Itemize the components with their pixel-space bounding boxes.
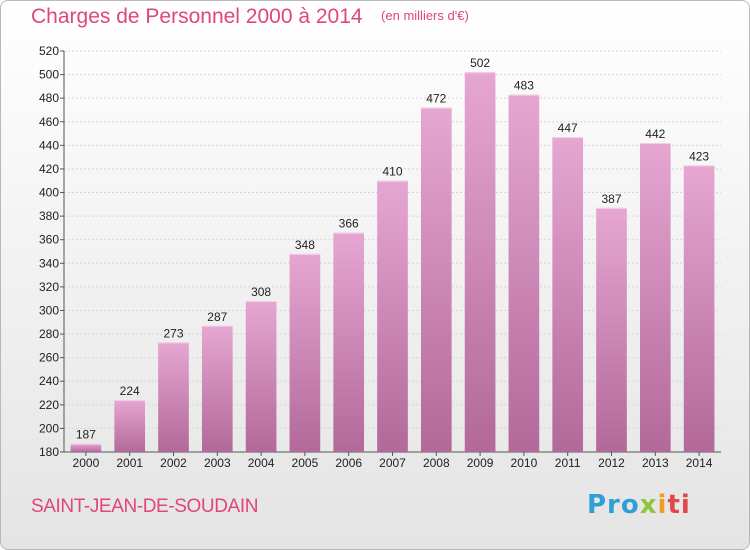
y-tick-label: 180 — [39, 445, 59, 459]
data-label-2013: 442 — [645, 127, 665, 141]
data-label-2012: 387 — [601, 192, 621, 206]
x-tick-label-2000: 2000 — [73, 456, 100, 470]
logo-part: i — [657, 490, 668, 520]
bar-2002 — [158, 342, 189, 452]
x-tick-label-2011: 2011 — [555, 456, 581, 470]
data-label-2010: 483 — [514, 79, 534, 93]
bar-2013 — [639, 142, 671, 452]
y-tick-label: 220 — [39, 398, 59, 412]
bar-2005 — [289, 253, 321, 452]
bar-2009 — [464, 72, 496, 453]
x-tick-label-2012: 2012 — [598, 456, 625, 470]
data-label-2002: 273 — [163, 326, 183, 340]
bar-2014 — [683, 165, 715, 452]
y-tick-label: 340 — [39, 256, 59, 270]
y-tick-label: 500 — [39, 68, 59, 82]
bar-2010 — [508, 94, 540, 452]
y-tick-label: 260 — [39, 351, 59, 365]
bar-2008 — [420, 107, 452, 453]
commune-name: SAINT-JEAN-DE-SOUDAIN — [31, 496, 259, 517]
x-tick-label-2007: 2007 — [379, 456, 406, 470]
logo-part: Pro — [587, 490, 640, 520]
chart-unit-label: (en milliers d'€) — [381, 8, 469, 23]
y-tick-label: 320 — [39, 280, 59, 294]
bar-2001 — [114, 400, 146, 452]
x-tick-label-2003: 2003 — [204, 456, 231, 470]
y-tick-label: 240 — [39, 374, 59, 388]
x-tick-label-2001: 2001 — [116, 456, 143, 470]
data-label-2011: 447 — [558, 121, 578, 135]
y-tick-label: 400 — [39, 186, 59, 200]
data-label-2003: 287 — [207, 310, 227, 324]
x-tick-label-2010: 2010 — [511, 456, 538, 470]
y-tick-label: 440 — [39, 138, 59, 152]
y-tick-label: 380 — [39, 209, 59, 223]
y-tick-label: 420 — [39, 162, 59, 176]
y-tick-label: 200 — [39, 421, 59, 435]
data-label-2009: 502 — [470, 56, 490, 70]
x-tick-label-2014: 2014 — [686, 456, 713, 470]
data-label-2001: 224 — [120, 384, 140, 398]
bar-2000 — [70, 443, 102, 452]
x-tick-label-2013: 2013 — [642, 456, 669, 470]
y-tick-label: 480 — [39, 91, 59, 105]
y-tick-label: 300 — [39, 303, 59, 317]
y-tick-label: 360 — [39, 233, 59, 247]
x-tick-label-2002: 2002 — [160, 456, 187, 470]
data-label-2008: 472 — [426, 92, 446, 106]
x-tick-label-2004: 2004 — [248, 456, 275, 470]
data-label-2004: 308 — [251, 285, 271, 299]
bar-2006 — [333, 232, 365, 452]
data-label-2014: 423 — [689, 149, 709, 163]
bar-2011 — [552, 137, 584, 453]
chart-title-row: Charges de Personnel 2000 à 2014 (en mil… — [31, 5, 469, 29]
y-tick-label: 520 — [39, 44, 59, 58]
x-tick-label-2008: 2008 — [423, 456, 450, 470]
x-tick-label-2005: 2005 — [292, 456, 319, 470]
y-tick-label: 280 — [39, 327, 59, 341]
x-tick-label-2006: 2006 — [335, 456, 362, 470]
x-tick-label-2009: 2009 — [467, 456, 494, 470]
bar-2003 — [201, 325, 233, 452]
data-label-2005: 348 — [295, 238, 315, 252]
bars — [70, 72, 715, 453]
data-label-2000: 187 — [76, 428, 96, 442]
logo-part: ti — [667, 490, 691, 520]
bar-2007 — [377, 180, 408, 452]
logo-part: x — [639, 490, 658, 520]
proxiti-logo: Proxiti — [587, 490, 691, 520]
y-tick-label: 460 — [39, 115, 59, 129]
bar-2012 — [596, 207, 627, 452]
data-label-2006: 366 — [339, 217, 359, 231]
chart-title: Charges de Personnel 2000 à 2014 — [31, 5, 363, 28]
data-label-2007: 410 — [382, 165, 402, 179]
bar-2004 — [245, 301, 277, 452]
labels: 180 200 220 240 260 280 300 320 340 360 380 400 420 4… — [39, 44, 713, 470]
